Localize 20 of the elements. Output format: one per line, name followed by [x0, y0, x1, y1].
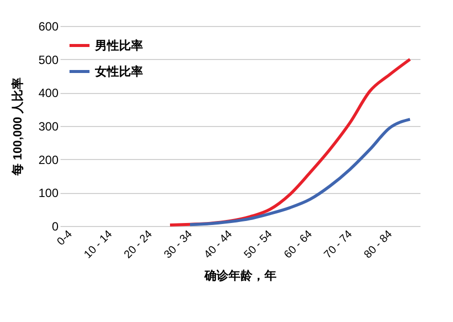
- y-tick-label: 600: [38, 20, 59, 34]
- x-tick-label: 50 - 54: [242, 228, 275, 261]
- y-axis-title: 每 100,000 人比率: [10, 77, 24, 177]
- y-tick-label: 400: [38, 86, 59, 100]
- x-tick-label: 10 - 14: [82, 228, 115, 261]
- x-tick-label: 80 - 84: [362, 228, 395, 261]
- y-tick-label: 500: [38, 52, 59, 67]
- line-series: [188, 118, 412, 226]
- x-axis-title: 确诊年龄，年: [204, 268, 276, 282]
- y-tick-label: 100: [38, 186, 59, 200]
- x-tick-label: 30 - 34: [162, 228, 195, 261]
- x-tick-label: 60 - 64: [282, 228, 315, 261]
- legend-label: 男性比率: [94, 38, 143, 52]
- x-tick-label: 20 - 24: [122, 228, 155, 261]
- legend-label: 女性比率: [94, 64, 143, 78]
- y-tick-label: 0: [52, 220, 59, 234]
- x-tick-label: 70 - 74: [322, 228, 355, 261]
- y-tick-label: 200: [38, 152, 59, 167]
- x-tick-label: 40 - 44: [202, 228, 235, 261]
- y-tick-label: 300: [38, 120, 59, 134]
